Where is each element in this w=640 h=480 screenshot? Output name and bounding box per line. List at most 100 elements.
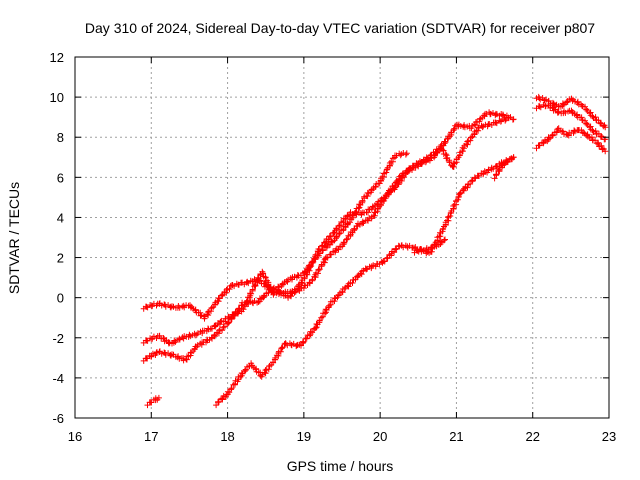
y-tick-label: -4	[52, 371, 64, 386]
data-series-track-8	[533, 93, 609, 131]
data-point-marker	[483, 109, 505, 119]
data-point-marker	[258, 359, 276, 380]
data-point-marker	[312, 302, 333, 331]
data-point-marker	[354, 215, 375, 230]
data-point-marker	[590, 114, 608, 130]
data-point-marker	[285, 270, 306, 283]
data-point-marker	[491, 164, 505, 182]
data-point-marker	[179, 330, 199, 342]
data-point-marker	[296, 325, 318, 349]
data-point-marker	[433, 237, 448, 248]
data-point-marker	[346, 209, 366, 218]
data-point-marker	[301, 248, 322, 282]
x-tick-label: 23	[602, 429, 616, 444]
data-point-marker	[224, 376, 242, 398]
data-point-marker	[450, 144, 466, 170]
y-tick-label: 8	[57, 130, 64, 145]
data-series-track-7	[491, 154, 517, 182]
data-point-marker	[225, 302, 246, 327]
data-point-marker	[170, 302, 192, 311]
data-point-marker	[331, 220, 351, 244]
data-point-marker	[193, 325, 214, 338]
data-point-marker	[475, 119, 497, 131]
data-point-marker	[445, 122, 459, 140]
data-point-marker	[380, 242, 402, 265]
data-point-marker	[595, 139, 607, 153]
data-point-marker	[492, 116, 509, 127]
data-point-marker	[423, 145, 444, 163]
data-series-track-3	[140, 116, 509, 364]
data-point-marker	[156, 348, 175, 359]
data-series-track-6	[411, 236, 448, 256]
data-point-marker	[442, 236, 448, 243]
data-point-marker	[602, 148, 609, 155]
data-point-marker	[140, 333, 161, 346]
data-point-marker	[575, 127, 591, 140]
data-point-marker	[183, 343, 199, 363]
data-point-marker	[579, 117, 596, 134]
data-point-marker	[156, 300, 175, 311]
y-tick-label: 0	[57, 291, 64, 306]
y-tick-label: 12	[50, 50, 64, 65]
data-point-marker	[510, 154, 517, 161]
y-tick-label: 10	[50, 90, 64, 105]
x-tick-label: 20	[373, 429, 387, 444]
data-point-marker	[503, 116, 509, 123]
chart-title: Day 310 of 2024, Sidereal Day-to-day VTE…	[85, 20, 595, 36]
data-point-marker	[499, 155, 516, 169]
y-tick-label: -2	[52, 331, 64, 346]
x-tick-label: 17	[144, 429, 158, 444]
data-point-marker	[555, 96, 573, 110]
data-point-marker	[437, 143, 456, 170]
plot-frame	[74, 56, 610, 419]
data-point-marker	[270, 341, 288, 366]
data-point-marker	[342, 267, 367, 291]
data-point-marker	[468, 110, 489, 132]
data-point-marker	[533, 93, 550, 104]
data-series-track-4	[144, 394, 162, 409]
data-point-marker	[361, 180, 383, 200]
y-tick-label: 4	[57, 210, 64, 225]
data-point-marker	[155, 394, 162, 401]
data-point-marker	[209, 320, 230, 342]
data-points	[140, 93, 609, 409]
data-point-marker	[392, 150, 409, 159]
data-series-track-9	[533, 101, 609, 143]
data-point-marker	[579, 103, 596, 120]
data-point-marker	[510, 116, 517, 123]
data-point-marker	[248, 360, 264, 379]
data-point-marker	[152, 395, 161, 404]
data-series-track-10	[533, 125, 609, 155]
x-axis-title: GPS time / hours	[287, 458, 394, 474]
data-point-marker	[533, 101, 549, 112]
data-point-marker	[456, 174, 478, 197]
data-point-marker	[309, 255, 329, 284]
y-axis-title: SDTVAR / TECUs	[6, 182, 22, 294]
data-point-marker	[331, 212, 351, 236]
data-point-marker	[568, 95, 585, 108]
x-tick-label: 19	[297, 429, 311, 444]
data-point-marker	[586, 134, 600, 147]
data-point-marker	[140, 300, 161, 312]
axis-ticks: 16 17 18 19 20 21 22 23 -6 -4 -2 0 2 4 6 8 10 12	[50, 50, 617, 444]
grid	[75, 57, 609, 418]
data-point-marker	[442, 191, 463, 228]
data-point-marker	[407, 156, 427, 172]
data-point-marker	[209, 315, 229, 332]
data-point-marker	[377, 185, 398, 205]
x-tick-label: 18	[220, 429, 234, 444]
data-point-marker	[472, 166, 492, 182]
data-point-marker	[285, 277, 306, 301]
data-point-marker	[396, 242, 417, 251]
data-point-marker	[270, 284, 291, 300]
data-point-marker	[533, 137, 551, 152]
data-point-marker	[193, 334, 215, 350]
data-point-marker	[361, 198, 382, 216]
data-point-marker	[170, 351, 187, 364]
data-point-marker	[239, 298, 261, 308]
data-point-marker	[555, 125, 570, 138]
data-series-track-1	[140, 150, 410, 322]
y-tick-label: 2	[57, 251, 64, 266]
data-point-marker	[323, 243, 344, 261]
